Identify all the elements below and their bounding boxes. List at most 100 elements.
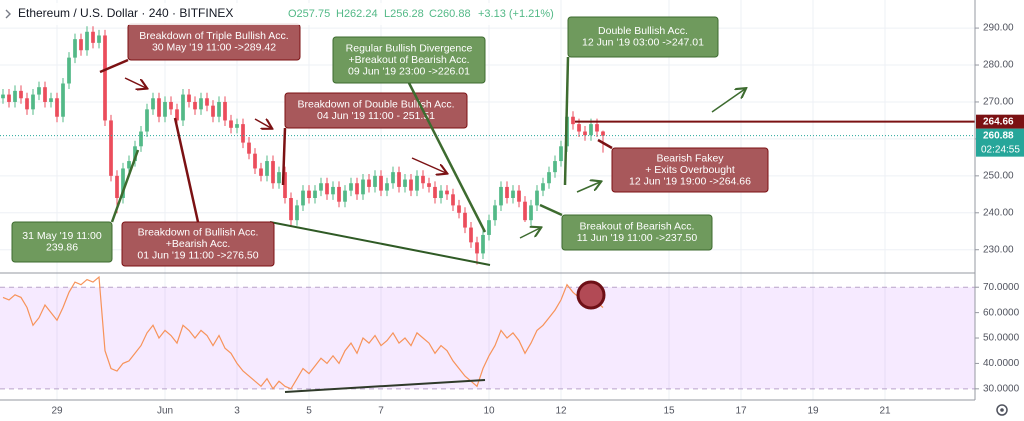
- candle-body: [451, 194, 455, 206]
- candle-body: [97, 35, 101, 43]
- candle-body: [241, 124, 245, 143]
- candle-body: [121, 168, 125, 199]
- band-layer: [0, 286, 975, 390]
- candle-body: [199, 98, 203, 110]
- arrow: [411, 157, 446, 173]
- rsi-line: [2, 275, 604, 390]
- annotation-box: [121, 221, 275, 267]
- candle-body: [355, 183, 359, 195]
- candle-body: [7, 94, 11, 102]
- candle-body: [205, 98, 209, 106]
- annotation: Double Bullish Acc.12 Jun '19 03:00 ->24…: [563, 16, 719, 186]
- candle-body: [163, 101, 167, 117]
- candle-body: [595, 124, 599, 132]
- y-tick-label: 230.00: [983, 244, 1014, 255]
- arrow: [124, 77, 146, 88]
- change: +3.13 (+1.21%): [478, 8, 554, 20]
- ohlc-open: O257.75: [288, 8, 330, 20]
- candle-body: [301, 190, 305, 206]
- candle-body: [481, 234, 485, 254]
- annotation-box: [611, 147, 769, 193]
- candle-body: [373, 175, 377, 187]
- candle-body: [187, 94, 191, 102]
- candle-body: [13, 90, 17, 102]
- candle-body: [49, 98, 53, 102]
- annotation-text: 12 Jun '19 03:00 ->247.01: [582, 37, 704, 49]
- candle-body: [235, 124, 239, 128]
- annotation: Regular Bullish Divergence+Breakout of B…: [332, 36, 487, 233]
- annotation-box: [561, 214, 713, 251]
- candle-body: [133, 146, 137, 162]
- annotation-text: Double Bullish Acc.: [598, 25, 688, 37]
- ohlc-close: C260.88: [429, 8, 471, 20]
- annotation: Breakdown of Triple Bullish Acc.30 May '…: [99, 23, 301, 74]
- level-label-bg: [976, 114, 1024, 129]
- candle-body: [67, 57, 71, 84]
- candle-body: [517, 190, 521, 202]
- candle-body: [253, 153, 257, 169]
- annotation-text: 30 May '19 11:00 ->289.42: [152, 42, 276, 54]
- candle-body: [349, 183, 353, 191]
- x-tick-label: Jun: [157, 406, 173, 417]
- candle-body: [55, 98, 59, 117]
- candle-body: [283, 172, 287, 199]
- header: Ethereum / U.S. Dollar · 240 · BITFINEX …: [0, 3, 560, 25]
- candle-body: [499, 186, 503, 206]
- candle-body: [169, 101, 173, 110]
- y-tick-label: 50.0000: [983, 333, 1020, 344]
- candle-body: [559, 146, 563, 162]
- candle-body: [25, 98, 29, 110]
- x-tick-label: 10: [483, 406, 495, 417]
- candle-body: [223, 101, 227, 121]
- y-tick-label: 60.0000: [983, 307, 1020, 318]
- annotation-text: Breakdown of Bullish Acc.: [138, 226, 259, 238]
- candle-body: [535, 190, 539, 206]
- x-tick-label: 29: [51, 406, 63, 417]
- candle-body: [577, 124, 581, 132]
- annotation-pointer: [173, 117, 200, 223]
- x-tick-label: 19: [807, 406, 819, 417]
- x-tick-label: 21: [879, 406, 891, 417]
- y-tick-label: 240.00: [983, 207, 1014, 218]
- candle-body: [457, 205, 461, 213]
- candle-body: [367, 179, 371, 187]
- candle-body: [547, 172, 551, 184]
- candle-body: [361, 179, 365, 195]
- annotation-pointer: [99, 58, 129, 74]
- candle-body: [529, 205, 533, 221]
- candle-body: [385, 183, 389, 191]
- candle-body: [523, 201, 527, 221]
- y-tick-label: 70.0000: [983, 282, 1020, 293]
- candle-body: [265, 161, 269, 176]
- candle-body: [379, 175, 383, 191]
- candle-body: [37, 87, 41, 95]
- candle-body: [403, 179, 407, 187]
- annotation-text: Bearish Fakey: [656, 152, 724, 164]
- annotation-text: 09 Jun '19 23:00 ->226.01: [348, 65, 470, 77]
- annotation-text: Breakdown of Double Bullish Acc.: [297, 99, 454, 111]
- last-price-bg: [976, 128, 1024, 157]
- settings-icon[interactable]: [996, 404, 1008, 416]
- candle-body: [307, 190, 311, 199]
- annotation-text: 11 Jun '19 11:00 ->237.50: [577, 232, 698, 244]
- candle-body: [511, 190, 515, 199]
- candle-body: [421, 175, 425, 184]
- candle-body: [1, 94, 5, 99]
- arrow: [519, 228, 540, 239]
- candle-body: [217, 101, 221, 117]
- arrow: [576, 182, 600, 193]
- settings-gear[interactable]: [996, 404, 1008, 416]
- candle-body: [85, 31, 89, 51]
- y-tick-label: 30.0000: [983, 383, 1020, 394]
- y-tick-label: 250.00: [983, 170, 1014, 181]
- annotation-pointer: [539, 203, 563, 217]
- candle-body: [391, 172, 395, 184]
- annotation-box: [284, 92, 468, 129]
- candle-body: [475, 242, 479, 254]
- ohlc-low: L256.28: [384, 8, 424, 20]
- x-tick-label: 3: [234, 406, 240, 417]
- candle-body: [73, 39, 77, 58]
- candle-body: [151, 98, 155, 110]
